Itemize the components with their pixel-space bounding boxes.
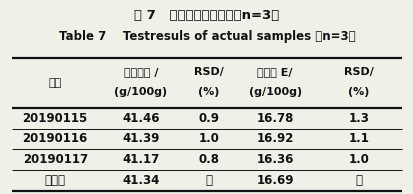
Text: 41.46: 41.46 — [122, 112, 159, 125]
Text: 20190117: 20190117 — [23, 153, 88, 166]
Text: －: － — [205, 174, 212, 187]
Text: 1.0: 1.0 — [198, 133, 219, 146]
Text: 0.8: 0.8 — [198, 153, 219, 166]
Text: 16.92: 16.92 — [256, 133, 293, 146]
Text: 41.34: 41.34 — [122, 174, 159, 187]
Text: 16.78: 16.78 — [256, 112, 293, 125]
Text: 16.69: 16.69 — [256, 174, 293, 187]
Text: 平均値: 平均値 — [45, 174, 66, 187]
Text: 1.1: 1.1 — [347, 133, 368, 146]
Text: RSD/: RSD/ — [194, 67, 223, 77]
Text: 0.9: 0.9 — [198, 112, 219, 125]
Text: 20190116: 20190116 — [23, 133, 88, 146]
Text: 维生素 E/: 维生素 E/ — [257, 67, 292, 77]
Text: 41.39: 41.39 — [122, 133, 159, 146]
Text: 原花青素 /: 原花青素 / — [123, 67, 158, 77]
Text: 16.36: 16.36 — [256, 153, 293, 166]
Text: Table 7    Testresuls of actual samples （n=3）: Table 7 Testresuls of actual samples （n=… — [59, 30, 354, 43]
Text: 20190115: 20190115 — [23, 112, 88, 125]
Text: (%): (%) — [347, 87, 368, 97]
Text: 批号: 批号 — [48, 78, 62, 88]
Text: (%): (%) — [198, 87, 219, 97]
Text: 41.17: 41.17 — [122, 153, 159, 166]
Text: (g/100g): (g/100g) — [248, 87, 301, 97]
Text: 1.3: 1.3 — [347, 112, 368, 125]
Text: －: － — [354, 174, 361, 187]
Text: 1.0: 1.0 — [347, 153, 368, 166]
Text: (g/100g): (g/100g) — [114, 87, 167, 97]
Text: RSD/: RSD/ — [343, 67, 373, 77]
Text: 表 7   实际样品检测结果（n=3）: 表 7 实际样品检测结果（n=3） — [134, 9, 279, 22]
